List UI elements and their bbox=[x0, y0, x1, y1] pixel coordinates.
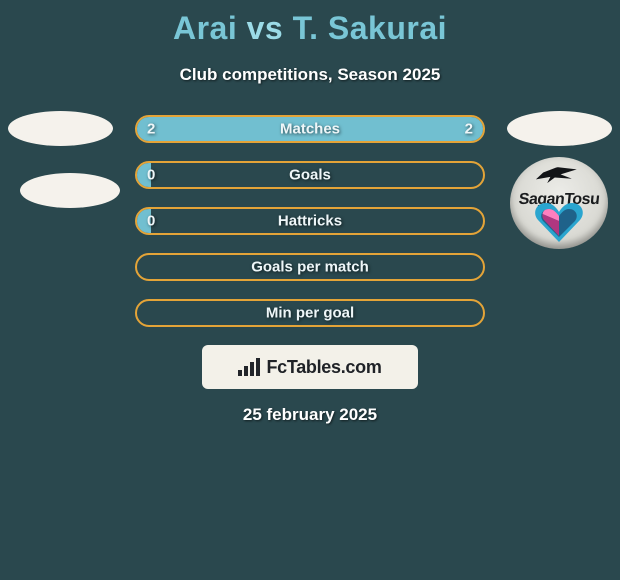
brand-text: FcTables.com bbox=[266, 357, 381, 378]
brand-bars-icon bbox=[238, 358, 260, 376]
player2-ellipse-icon bbox=[507, 111, 612, 146]
badge-heart-icon bbox=[532, 201, 586, 243]
stat-bar: Goals per match bbox=[135, 253, 485, 281]
stat-fill-left bbox=[137, 117, 310, 141]
subtitle: Club competitions, Season 2025 bbox=[0, 65, 620, 85]
brand-badge: FcTables.com bbox=[202, 345, 418, 389]
player1-ellipse-icon bbox=[8, 111, 113, 146]
stat-bar: 0Hattricks bbox=[135, 207, 485, 235]
date-label: 25 february 2025 bbox=[0, 405, 620, 425]
player1-name: Arai bbox=[173, 10, 237, 46]
stat-value-left: 0 bbox=[147, 167, 155, 184]
page-title: Arai vs T. Sakurai bbox=[0, 0, 620, 47]
stat-bar: Min per goal bbox=[135, 299, 485, 327]
stat-label: Hattricks bbox=[137, 213, 483, 230]
comparison-area: SaganTosu 22Matches0Goals0HattricksGoals… bbox=[0, 115, 620, 327]
player2-name: T. Sakurai bbox=[293, 10, 447, 46]
stat-value-left: 2 bbox=[147, 121, 155, 138]
stat-label: Goals bbox=[137, 167, 483, 184]
stat-fill-right bbox=[310, 117, 483, 141]
player2-team-badge: SaganTosu bbox=[510, 157, 608, 249]
stat-value-right: 2 bbox=[465, 121, 473, 138]
player1-team-placeholder-icon bbox=[20, 173, 120, 208]
stat-label: Min per goal bbox=[137, 305, 483, 322]
stat-bar: 0Goals bbox=[135, 161, 485, 189]
stats-bars: 22Matches0Goals0HattricksGoals per match… bbox=[135, 115, 485, 327]
vs-label: vs bbox=[247, 10, 284, 46]
stat-label: Goals per match bbox=[137, 259, 483, 276]
stat-bar: 22Matches bbox=[135, 115, 485, 143]
stat-value-left: 0 bbox=[147, 213, 155, 230]
